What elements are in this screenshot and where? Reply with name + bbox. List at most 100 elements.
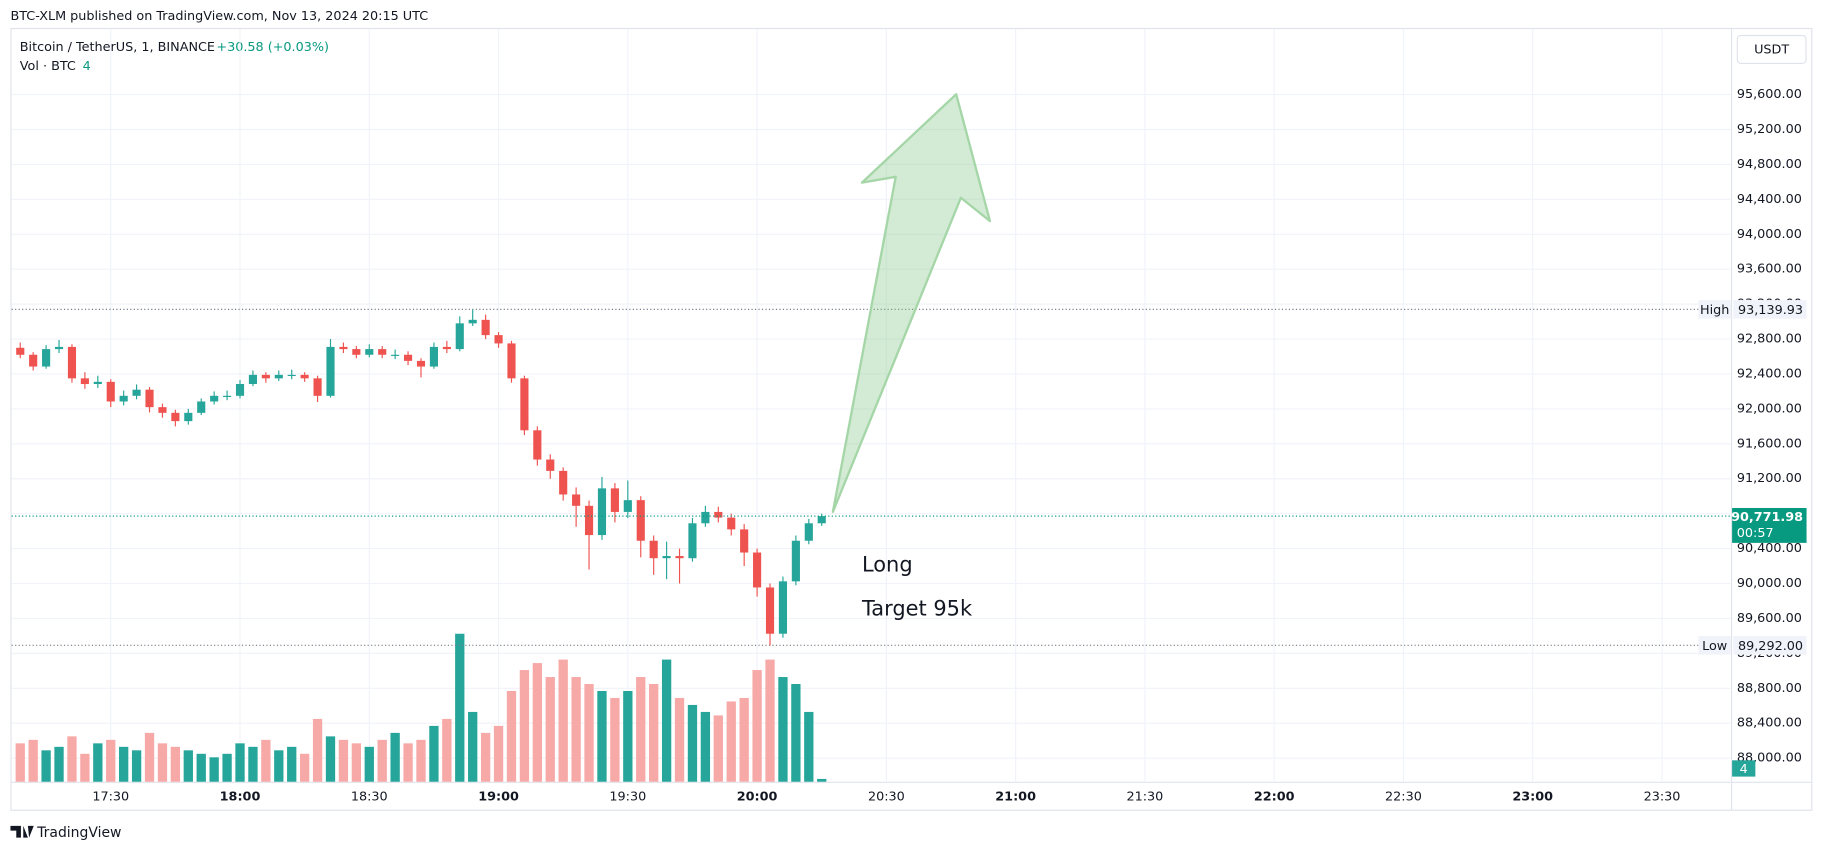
volume-bar — [739, 697, 749, 782]
footer: TradingView — [36, 825, 121, 841]
volume-bar — [532, 663, 542, 782]
volume-bar — [700, 711, 711, 782]
x-tick-label: 17:30 — [92, 789, 129, 804]
volume-bar — [597, 690, 607, 782]
y-tick-label: 90,400.00 — [1737, 541, 1802, 556]
y-tick-label: 89,600.00 — [1737, 611, 1802, 626]
frame — [10, 27, 1813, 811]
price-line-value: 93,139.93 — [1738, 303, 1803, 318]
y-tick-label: 94,000.00 — [1737, 227, 1802, 242]
candle-body — [455, 323, 464, 350]
volume-title: Vol · BTC — [20, 59, 76, 74]
candle-body — [727, 517, 736, 530]
volume-bar — [80, 753, 90, 782]
candle-body — [378, 349, 387, 355]
volume-bar — [131, 750, 142, 782]
candle-body — [520, 378, 529, 431]
volume-bar — [119, 746, 129, 782]
volume-bar — [558, 659, 568, 782]
volume-bar — [261, 739, 271, 782]
volume-bar — [480, 732, 491, 782]
y-tick-label: 94,800.00 — [1737, 157, 1802, 172]
volume-bar — [571, 677, 581, 782]
candle-body — [636, 500, 645, 541]
volume-bar — [209, 757, 219, 782]
volume-bar — [144, 732, 155, 782]
candle-body — [287, 374, 296, 377]
candle-body — [688, 523, 697, 559]
x-tick-label: 22:30 — [1385, 789, 1422, 804]
y-tick-label: 91,600.00 — [1737, 436, 1802, 451]
y-tick-label: 88,400.00 — [1737, 716, 1802, 731]
candle-body — [352, 349, 361, 355]
candle-body — [93, 381, 102, 385]
candle-body — [494, 335, 503, 344]
candle-body — [391, 354, 400, 356]
currency[interactable]: USDT — [1754, 43, 1789, 58]
candle-body — [714, 511, 723, 518]
candle-body — [753, 552, 762, 588]
candle-body — [300, 374, 309, 379]
annotation: Long — [862, 552, 913, 576]
candle-body — [481, 319, 490, 336]
candle-body — [778, 581, 788, 634]
volume-bar — [545, 677, 555, 782]
candle-body — [16, 347, 25, 355]
price-line-value-box — [1733, 300, 1807, 319]
currency-button[interactable] — [1736, 34, 1807, 64]
volume-bar — [455, 633, 465, 782]
x-tick-label: 20:00 — [737, 789, 778, 804]
volume-bar — [791, 684, 801, 782]
volume-bar — [390, 732, 400, 782]
volume-bar — [584, 684, 594, 782]
volume-bar — [15, 743, 25, 782]
y-tick-label: 95,200.00 — [1737, 122, 1802, 137]
candle-body — [597, 488, 607, 536]
candle-body — [248, 374, 258, 385]
volume-bar — [661, 659, 672, 782]
volume-bar — [610, 697, 620, 782]
last-price-label: 90,771.98 — [1731, 510, 1803, 525]
candle-body — [313, 378, 322, 396]
volume-bar — [493, 725, 504, 782]
x-tick-label: 23:00 — [1512, 789, 1553, 804]
volume-bar — [196, 753, 206, 782]
candle-body — [610, 488, 619, 512]
candle-body — [572, 494, 581, 506]
volume-bar — [338, 739, 349, 782]
volume-tag-box — [1732, 760, 1756, 777]
candle-body — [533, 430, 542, 460]
y-tick-label: 94,400.00 — [1737, 192, 1802, 207]
candle-body — [584, 505, 594, 536]
volume-bar — [519, 670, 530, 782]
candle-body — [145, 389, 154, 408]
candle-body — [416, 360, 426, 367]
change: +30.58 (+0.03%) — [216, 40, 329, 55]
candle-body — [171, 412, 180, 422]
volume-bar — [157, 743, 168, 782]
symbol-title: Bitcoin / TetherUS, 1, BINANCE — [20, 40, 215, 55]
candle-body — [158, 407, 167, 413]
x-tick-label: 23:30 — [1644, 789, 1681, 804]
volume-bar — [222, 753, 232, 782]
candle-body — [429, 346, 438, 367]
volume-bar — [41, 750, 51, 782]
candle-body — [223, 395, 232, 397]
published-note: BTC-XLM published on TradingView.com, No… — [10, 9, 428, 24]
candle-body — [106, 381, 115, 402]
volume-bar — [364, 746, 374, 782]
volume-bar — [416, 739, 426, 782]
x-tick-label: 22:00 — [1254, 789, 1295, 804]
y-tick-label: 91,200.00 — [1737, 471, 1802, 486]
volume-bar — [817, 778, 827, 782]
volume-bar — [93, 743, 103, 782]
x-tick-label: 21:00 — [995, 789, 1036, 804]
candle-body — [765, 587, 775, 634]
volume-bar — [623, 690, 633, 782]
price-line-value: 89,292.00 — [1738, 639, 1803, 654]
last-price-box — [1732, 507, 1807, 543]
volume-bar — [506, 690, 517, 782]
candle-body — [468, 319, 477, 324]
